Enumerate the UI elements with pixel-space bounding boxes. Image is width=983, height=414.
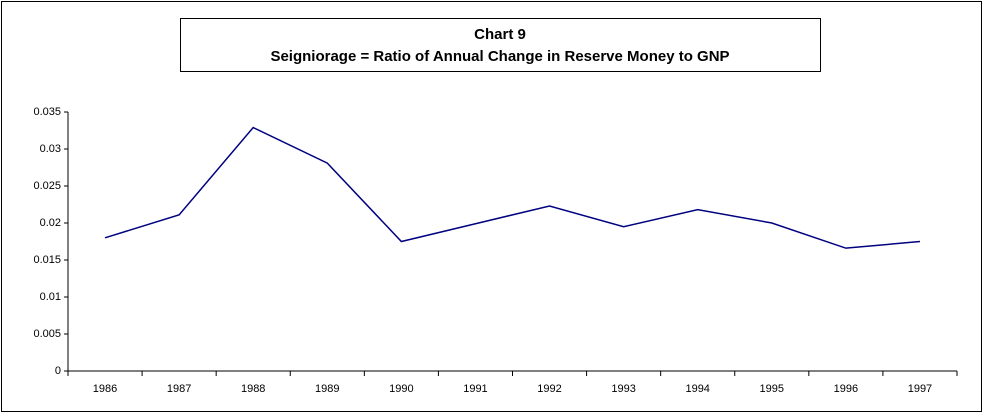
x-tick-label: 1987 [167, 383, 191, 395]
y-tick-label: 0.025 [33, 180, 61, 192]
x-tick-label: 1989 [315, 383, 339, 395]
x-tick-label: 1994 [685, 383, 709, 395]
x-tick-label: 1995 [760, 383, 784, 395]
y-tick-label: 0.02 [40, 217, 61, 229]
title-box [180, 18, 821, 72]
chart-subtitle: Seigniorage = Ratio of Annual Change in … [270, 48, 729, 65]
x-tick-label: 1986 [93, 383, 117, 395]
chart-title: Chart 9 [474, 26, 526, 43]
x-tick-label: 1988 [241, 383, 265, 395]
x-tick-label: 1992 [537, 383, 561, 395]
x-tick-label: 1990 [389, 383, 413, 395]
y-tick-label: 0 [55, 365, 61, 377]
x-tick-label: 1991 [463, 383, 487, 395]
y-tick-label: 0.015 [33, 254, 61, 266]
y-tick-label: 0.01 [40, 291, 61, 303]
x-tick-label: 1996 [834, 383, 858, 395]
x-tick-label: 1997 [908, 383, 932, 395]
data-line [104, 126, 921, 249]
y-tick-label: 0.035 [33, 106, 61, 118]
y-tick-label: 0.03 [40, 143, 61, 155]
x-tick-label: 1993 [611, 383, 635, 395]
y-tick-label: 0.005 [33, 328, 61, 340]
